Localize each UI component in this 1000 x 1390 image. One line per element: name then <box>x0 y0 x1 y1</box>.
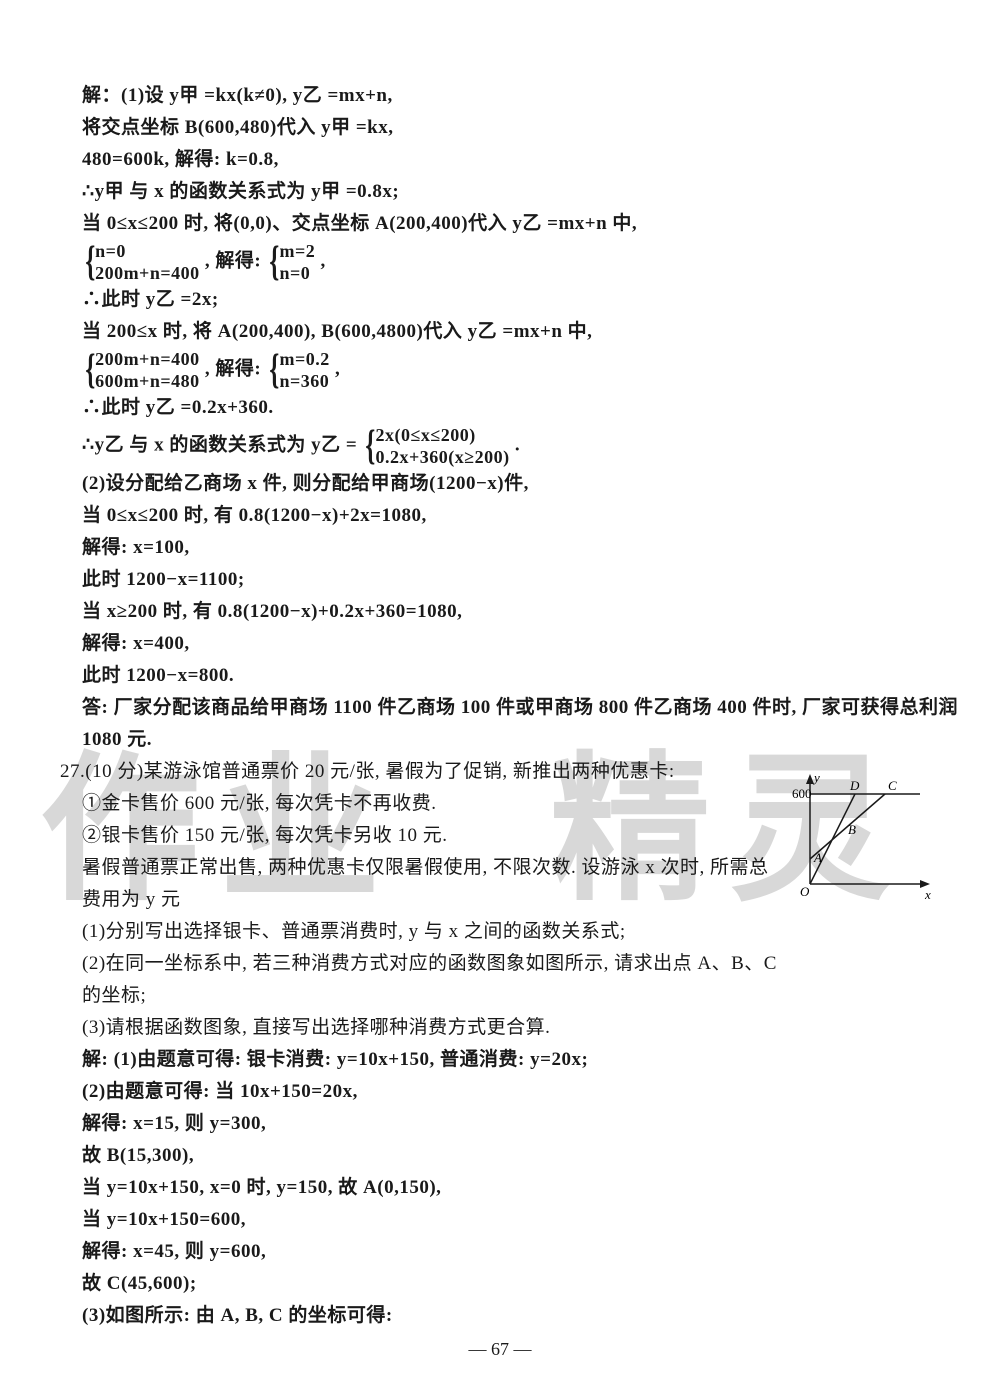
sol-line-12: (2)设分配给乙商场 x 件, 则分配给甲商场(1200−x)件, <box>60 468 940 500</box>
chart-figure: 600 D C B A O x y <box>790 764 940 904</box>
eq-9c: m=0.2 <box>279 348 329 370</box>
sol2-5: 当 y=10x+150, x=0 时, y=150, 故 A(0,150), <box>60 1172 940 1204</box>
sol2-2: (2)由题意可得: 当 10x+150=20x, <box>60 1076 940 1108</box>
q27-g: (2)在同一坐标系中, 若三种消费方式对应的函数图象如图所示, 请求出点 A、B… <box>60 948 940 980</box>
q27-num: 27. <box>60 761 85 782</box>
svg-text:A: A <box>813 850 822 865</box>
eq-9end: , <box>335 358 340 379</box>
brace-icon: { <box>270 354 280 386</box>
sol-line-1: 解：(1)设 y甲 =kx(k≠0), y乙 =mx+n, <box>60 80 940 112</box>
eq-9a: 200m+n=400 <box>95 348 200 370</box>
eq-9b: 600m+n=480 <box>95 370 200 392</box>
brace-icon: { <box>270 246 280 278</box>
q27-b: ①金卡售价 600 元/张, 每次凭卡不再收费. <box>60 788 790 820</box>
svg-text:O: O <box>800 884 810 899</box>
eq-6b: 200m+n=400 <box>95 262 200 284</box>
sol2-8: 故 C(45,600); <box>60 1268 940 1300</box>
sol2-7: 解得: x=45, 则 y=600, <box>60 1236 940 1268</box>
brace-icon: { <box>366 430 376 462</box>
q27-c: ②银卡售价 150 元/张, 每次凭卡另收 10 元. <box>60 820 790 852</box>
svg-text:D: D <box>849 778 860 793</box>
q27-e: 费用为 y 元 <box>60 884 790 916</box>
q27-d: 暑假普通票正常出售, 两种优惠卡仅限暑假使用, 不限次数. 设游泳 x 次时, … <box>60 852 790 884</box>
sol-line-7: ∴此时 y乙 =2x; <box>60 284 940 316</box>
sol-line-10: ∴此时 y乙 =0.2x+360. <box>60 392 940 424</box>
eq-6d: n=0 <box>279 262 315 284</box>
svg-text:x: x <box>924 887 931 902</box>
sol-line-16: 当 x≥200 时, 有 0.8(1200−x)+0.2x+360=1080, <box>60 596 940 628</box>
question-27: 27.(10 分)某游泳馆普通票价 20 元/张, 暑假为了促销, 新推出两种优… <box>60 756 940 948</box>
sol-line-19b: 1080 元. <box>60 724 940 756</box>
document-body: 解：(1)设 y甲 =kx(k≠0), y乙 =mx+n, 将交点坐标 B(60… <box>60 80 940 1332</box>
brace-icon: { <box>85 246 95 278</box>
sol-line-3: 480=600k, 解得: k=0.8, <box>60 144 940 176</box>
sol-line-4: ∴y甲 与 x 的函数关系式为 y甲 =0.8x; <box>60 176 940 208</box>
q27-f: (1)分别写出选择银卡、普通票消费时, y 与 x 之间的函数关系式; <box>60 916 790 948</box>
q27-i: (3)请根据函数图象, 直接写出选择哪种消费方式更合算. <box>60 1012 940 1044</box>
sol-line-5: 当 0≤x≤200 时, 将(0,0)、交点坐标 A(200,400)代入 y乙… <box>60 208 940 240</box>
eq-11b: 0.2x+360(x≥200) <box>375 446 509 468</box>
svg-text:600: 600 <box>792 786 812 801</box>
svg-text:C: C <box>888 778 897 793</box>
sol-line-9: { 200m+n=400 600m+n=480 , 解得: { m=0.2 n=… <box>60 348 940 392</box>
q27-h: 的坐标; <box>60 980 940 1012</box>
eq-11pre: ∴y乙 与 x 的函数关系式为 y乙 = <box>82 434 357 455</box>
eq-6a: n=0 <box>95 240 200 262</box>
svg-text:y: y <box>812 770 820 785</box>
sol-line-13: 当 0≤x≤200 时, 有 0.8(1200−x)+2x=1080, <box>60 500 940 532</box>
eq-9mid: , 解得: <box>205 358 261 379</box>
sol-line-15: 此时 1200−x=1100; <box>60 564 940 596</box>
svg-text:B: B <box>848 822 856 837</box>
eq-9d: n=360 <box>279 370 329 392</box>
sol-line-8: 当 200≤x 时, 将 A(200,400), B(600,4800)代入 y… <box>60 316 940 348</box>
eq-6mid: , 解得: <box>205 250 261 271</box>
eq-6end: , <box>321 250 326 271</box>
sol-line-11: ∴y乙 与 x 的函数关系式为 y乙 = { 2x(0≤x≤200) 0.2x+… <box>60 424 940 468</box>
sol-line-6: { n=0 200m+n=400 , 解得: { m=2 n=0 , <box>60 240 940 284</box>
eq-11a: 2x(0≤x≤200) <box>375 424 509 446</box>
eq-11end: . <box>515 434 520 455</box>
sol-line-2: 将交点坐标 B(600,480)代入 y甲 =kx, <box>60 112 940 144</box>
q27-a: (10 分)某游泳馆普通票价 20 元/张, 暑假为了促销, 新推出两种优惠卡: <box>85 761 674 782</box>
sol-line-19: 答: 厂家分配该商品给甲商场 1100 件乙商场 100 件或甲商场 800 件… <box>60 692 940 724</box>
page-number: — 67 — <box>0 1339 1000 1360</box>
sol2-3: 解得: x=15, 则 y=300, <box>60 1108 940 1140</box>
sol-line-14: 解得: x=100, <box>60 532 940 564</box>
sol2-9: (3)如图所示: 由 A, B, C 的坐标可得: <box>60 1300 940 1332</box>
q27-header: 27.(10 分)某游泳馆普通票价 20 元/张, 暑假为了促销, 新推出两种优… <box>60 756 790 788</box>
sol2-6: 当 y=10x+150=600, <box>60 1204 940 1236</box>
brace-icon: { <box>85 354 95 386</box>
chart-svg: 600 D C B A O x y <box>790 764 940 904</box>
sol2-1: 解: (1)由题意可得: 银卡消费: y=10x+150, 普通消费: y=20… <box>60 1044 940 1076</box>
sol2-4: 故 B(15,300), <box>60 1140 940 1172</box>
sol-line-18: 此时 1200−x=800. <box>60 660 940 692</box>
eq-6c: m=2 <box>279 240 315 262</box>
sol-line-17: 解得: x=400, <box>60 628 940 660</box>
